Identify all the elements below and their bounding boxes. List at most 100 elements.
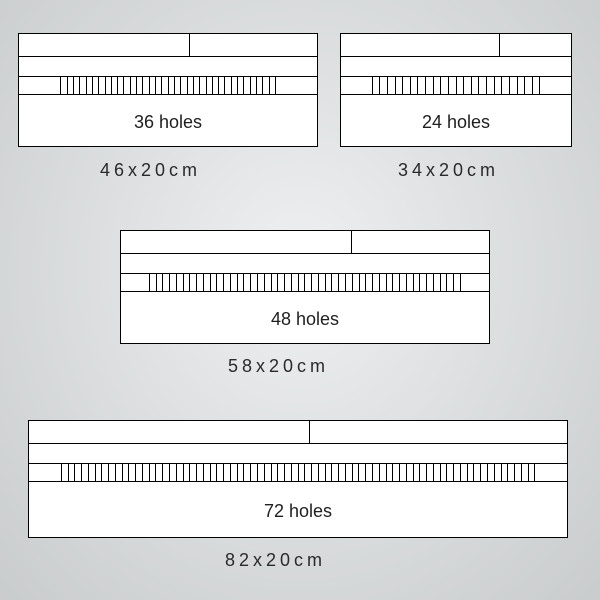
- tick: [189, 273, 196, 291]
- tick: [539, 76, 547, 94]
- tick: [298, 463, 305, 481]
- tick: [264, 463, 271, 481]
- tick: [243, 273, 250, 291]
- panel-72-top-divider: [309, 421, 310, 443]
- tick: [162, 273, 169, 291]
- tick: [426, 273, 433, 291]
- tick: [264, 273, 271, 291]
- panel-48-top-divider: [351, 231, 352, 253]
- tick: [345, 463, 352, 481]
- tick: [183, 273, 190, 291]
- tick: [257, 463, 264, 481]
- tick: [514, 463, 521, 481]
- tick: [311, 273, 318, 291]
- tick: [433, 463, 440, 481]
- tick: [372, 463, 379, 481]
- tick: [223, 463, 230, 481]
- tick: [507, 463, 514, 481]
- tick: [386, 273, 393, 291]
- tick: [88, 463, 95, 481]
- tick: [406, 463, 413, 481]
- tick: [189, 463, 196, 481]
- tick: [386, 463, 393, 481]
- tick: [417, 76, 425, 94]
- tick: [359, 273, 366, 291]
- tick: [471, 76, 479, 94]
- tick: [534, 463, 541, 481]
- tick: [128, 463, 135, 481]
- tick: [379, 463, 386, 481]
- tick: [250, 273, 257, 291]
- tick: [480, 463, 487, 481]
- panel-36: 36 holes: [18, 33, 318, 147]
- tick: [162, 463, 169, 481]
- tick: [223, 273, 230, 291]
- tick: [473, 463, 480, 481]
- tick: [95, 463, 102, 481]
- tick: [338, 273, 345, 291]
- panel-72: 72 holes: [28, 420, 568, 538]
- tick: [456, 76, 464, 94]
- tick: [257, 273, 264, 291]
- panel-72-dim-label: 82x20cm: [225, 550, 326, 571]
- tick: [345, 273, 352, 291]
- tick: [392, 463, 399, 481]
- tick: [410, 76, 418, 94]
- tick: [440, 463, 447, 481]
- tick: [433, 76, 441, 94]
- tick: [230, 273, 237, 291]
- tick: [149, 463, 156, 481]
- tick: [406, 273, 413, 291]
- tick: [426, 463, 433, 481]
- tick: [338, 463, 345, 481]
- tick: [277, 273, 284, 291]
- tick: [156, 273, 163, 291]
- tick: [183, 463, 190, 481]
- tick: [440, 76, 448, 94]
- tick: [298, 273, 305, 291]
- panel-24-line-3: [341, 94, 571, 95]
- tick: [196, 273, 203, 291]
- tick: [501, 463, 508, 481]
- tick: [318, 273, 325, 291]
- tick: [169, 273, 176, 291]
- tick: [532, 76, 540, 94]
- tick: [304, 463, 311, 481]
- tick: [271, 463, 278, 481]
- tick: [277, 463, 284, 481]
- tick: [446, 273, 453, 291]
- tick: [379, 273, 386, 291]
- tick: [413, 463, 420, 481]
- tick: [521, 463, 528, 481]
- tick: [392, 273, 399, 291]
- tick: [284, 273, 291, 291]
- tick: [433, 273, 440, 291]
- tick: [203, 273, 210, 291]
- tick: [448, 76, 456, 94]
- tick: [352, 463, 359, 481]
- tick: [331, 463, 338, 481]
- tick: [271, 273, 278, 291]
- tick: [291, 273, 298, 291]
- panel-24-top-divider: [499, 34, 500, 56]
- tick: [399, 273, 406, 291]
- panel-48-holes-label: 48 holes: [121, 309, 489, 330]
- panel-48-dim-label: 58x20cm: [228, 356, 329, 377]
- tick: [387, 76, 395, 94]
- tick: [250, 463, 257, 481]
- tick: [399, 463, 406, 481]
- tick: [210, 463, 217, 481]
- tick: [467, 463, 474, 481]
- tick: [135, 463, 142, 481]
- panel-24-line-1: [341, 56, 571, 57]
- panel-48: 48 holes: [120, 230, 490, 344]
- tick: [216, 463, 223, 481]
- tick: [365, 273, 372, 291]
- tick: [517, 76, 525, 94]
- tick: [352, 273, 359, 291]
- panel-36-holes-label: 36 holes: [19, 112, 317, 133]
- tick: [413, 273, 420, 291]
- panel-36-line-1: [19, 56, 317, 57]
- panel-72-line-3: [29, 481, 567, 482]
- tick: [122, 463, 129, 481]
